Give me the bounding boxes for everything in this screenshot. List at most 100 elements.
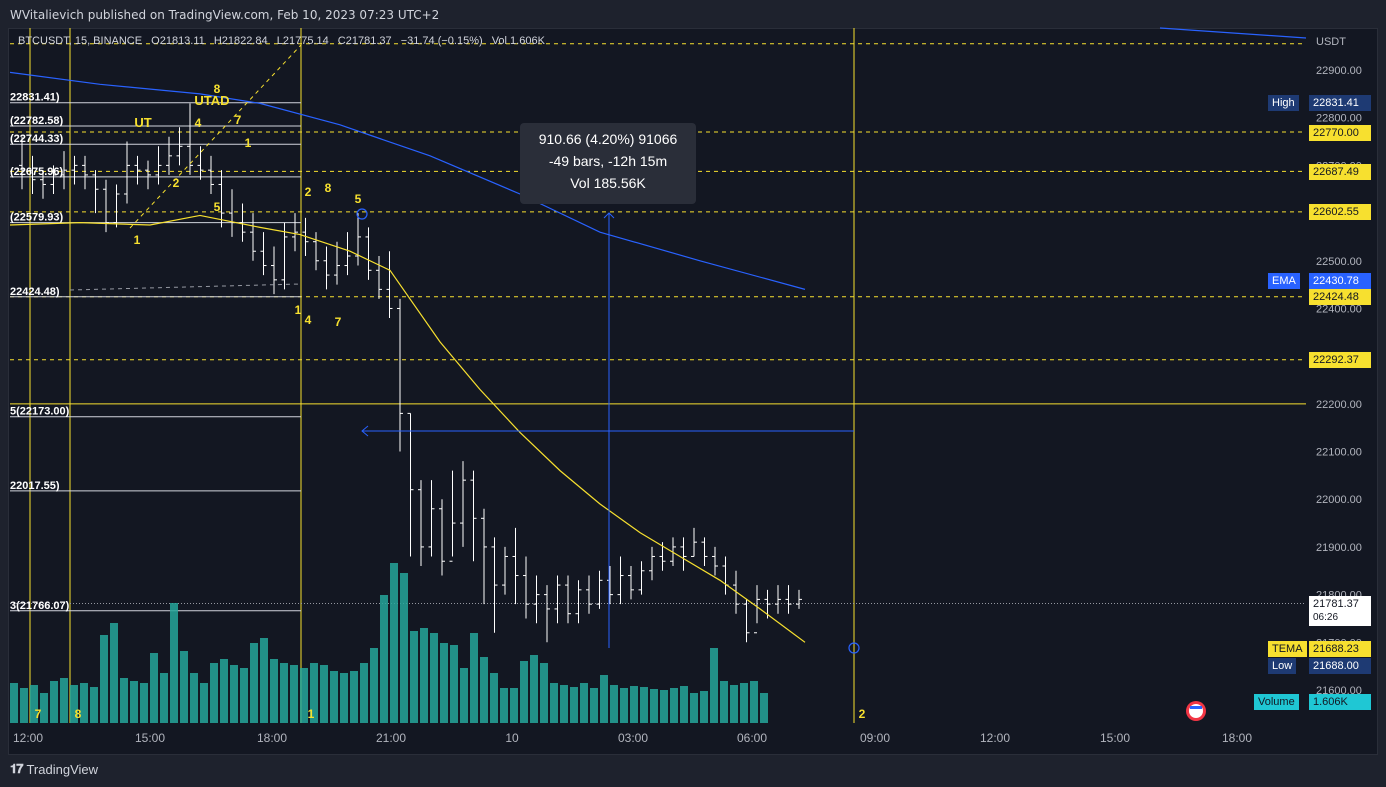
price-tag-label: EMA [1268, 273, 1300, 289]
volume-bar [710, 648, 718, 723]
volume-bar [320, 665, 328, 723]
wyckoff-label: 8 [325, 181, 332, 195]
volume-bar [340, 673, 348, 723]
volume-bar [80, 683, 88, 723]
legend-high: H21822.84 [213, 35, 268, 47]
price-tag-value-text: 22292.37 [1313, 354, 1359, 366]
volume-bar [650, 689, 658, 723]
volume-bar [110, 623, 118, 723]
y-tick-label: 22100.00 [1316, 447, 1362, 459]
volume-bar [280, 663, 288, 723]
volume-bar [520, 661, 528, 723]
volume-bar [190, 673, 198, 723]
left-level-label: 5(22173.00) [10, 406, 70, 418]
volume-bar [270, 659, 278, 723]
volume-bar [380, 595, 388, 723]
volume-bar [130, 681, 138, 723]
volume-bar [260, 638, 268, 723]
volume-bar [740, 683, 748, 723]
wyckoff-label: 7 [335, 315, 342, 329]
y-tick-label: 22000.00 [1316, 494, 1362, 506]
x-tick-label: 12:00 [980, 731, 1010, 745]
us-flag-icon-stripe [1190, 706, 1202, 709]
volume-bar [120, 678, 128, 723]
price-tag-value: 21781.37 06:26 [1309, 596, 1371, 626]
volume-bar [640, 687, 648, 723]
legend-open: O21813.11 [151, 35, 205, 47]
measure-bars: -49 bars, -12h 15m [548, 153, 668, 169]
price-tag-value: 22430.78 [1309, 273, 1371, 289]
price-tag-label: Low [1268, 658, 1297, 674]
trend-line [129, 44, 302, 229]
left-level-label: 3(21766.07) [10, 600, 70, 612]
volume-bar [390, 563, 398, 723]
legend-symbol[interactable]: BTCUSDT, 15, BINANCE [18, 35, 143, 47]
publish-text: WVitalievich published on TradingView.co… [10, 8, 440, 22]
wyckoff-label: 5 [214, 200, 221, 214]
volume-bar [630, 686, 638, 723]
left-level-label: (22744.33) [10, 133, 64, 145]
wyckoff-label: 4 [195, 116, 202, 130]
volume-bar [420, 628, 428, 723]
volume-bar [490, 673, 498, 723]
price-tag-value-text: 21688.00 [1313, 660, 1359, 672]
price-tag-value: 22424.48 [1309, 289, 1371, 305]
volume-bar [20, 688, 28, 723]
volume-bar [200, 683, 208, 723]
x-tick-label: 10 [505, 731, 519, 745]
volume-bar [580, 683, 588, 723]
grey-dashed-line [69, 283, 302, 291]
volume-bar [10, 683, 18, 723]
measure-anchor [356, 208, 368, 220]
x-tick-label: 21:00 [376, 731, 406, 745]
currency-label: USDT [1316, 36, 1346, 48]
tradingview-logo-icon: 𝟏𝟕 [10, 761, 24, 776]
wyckoff-label: 8 [75, 707, 82, 721]
x-tick-label: 18:00 [1222, 731, 1252, 745]
measure-arrow-head [361, 425, 369, 437]
left-level-label: (22675.96) [10, 166, 64, 178]
legend-change: −31.74 (−0.15%) [400, 35, 483, 47]
volume-bar [550, 683, 558, 723]
wyckoff-label: 7 [235, 113, 242, 127]
volume-bar [590, 688, 598, 723]
volume-bar [240, 668, 248, 723]
volume-bar [660, 690, 668, 723]
volume-bar [570, 687, 578, 723]
volume-bar [730, 685, 738, 723]
y-tick-label: 22200.00 [1316, 399, 1362, 411]
price-tag-value: 1.606K [1309, 694, 1371, 710]
price-tag-value-text: 22602.55 [1313, 206, 1359, 218]
y-tick-label: 22500.00 [1316, 256, 1362, 268]
left-level-label: (22579.93) [10, 212, 64, 224]
x-tick-label: 12:00 [13, 731, 43, 745]
volume-bar [480, 657, 488, 723]
volume-bar [180, 651, 188, 723]
volume-bar [360, 663, 368, 723]
left-level-label: (22782.58) [10, 115, 64, 127]
volume-bar [450, 645, 458, 723]
volume-bar [90, 687, 98, 723]
y-tick-label: 22400.00 [1316, 303, 1362, 315]
measure-arrow-up [603, 212, 615, 219]
volume-bar [40, 693, 48, 723]
volume-bar [60, 678, 68, 723]
wyckoff-label: 2 [173, 176, 180, 190]
volume-bar [410, 631, 418, 723]
footer-brand-text: TradingView [26, 761, 99, 777]
footer-brand[interactable]: 𝟏𝟕 TradingView [10, 761, 98, 777]
price-tag-label: High [1268, 95, 1299, 111]
volume-bar [560, 685, 568, 723]
price-tag-value: 22770.00 [1309, 125, 1371, 141]
price-tag-value: 21688.00 [1309, 658, 1371, 674]
wyckoff-label: 1 [134, 233, 141, 247]
tema-line [9, 214, 806, 643]
price-tag-value-text: 22424.48 [1313, 291, 1359, 303]
measure-volume: Vol 185.56K [570, 175, 646, 191]
ema-line-upper [1159, 27, 1307, 39]
volume-bar [150, 653, 158, 723]
volume-bar [620, 688, 628, 723]
price-tag-value: 22292.37 [1309, 352, 1371, 368]
measure-price-change: 910.66 (4.20%) 91066 [538, 131, 678, 147]
